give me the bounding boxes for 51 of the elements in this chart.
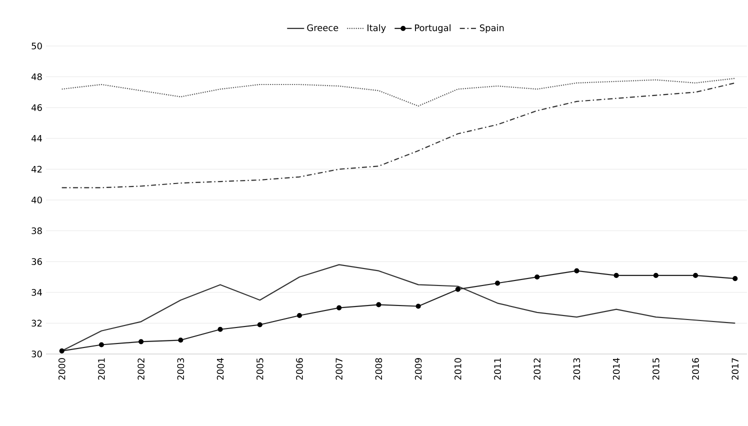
y-tick-label: 50 — [32, 42, 42, 50]
x-tick-label: 2006 — [296, 358, 303, 380]
y-tick-label: 44 — [32, 135, 42, 142]
x-tick-label: 2012 — [534, 358, 540, 380]
x-tick-label: 2016 — [692, 358, 699, 380]
point — [98, 342, 104, 348]
x-tick-label: 2001 — [98, 358, 105, 380]
x-tick-label: 2017 — [732, 358, 739, 380]
y-tick-label: 46 — [32, 104, 42, 111]
x-tick-label: 2008 — [375, 358, 382, 380]
legend-label: Portugal — [415, 24, 450, 33]
y-tick-label: 34 — [32, 289, 42, 296]
x-tick-label: 2000 — [58, 358, 66, 380]
point — [692, 272, 698, 278]
x-tick-label: 2014 — [612, 358, 620, 380]
point — [455, 286, 460, 292]
point — [138, 339, 144, 344]
x-tick-label: 2015 — [652, 358, 660, 380]
point — [534, 274, 540, 280]
y-tick-label: 30 — [32, 350, 42, 358]
point — [732, 276, 738, 282]
y-tick-label: 32 — [32, 320, 42, 327]
x-tick-label: 2010 — [454, 358, 462, 380]
point — [218, 326, 223, 332]
x-tick-label: 2009 — [414, 358, 422, 380]
point — [653, 272, 658, 278]
line-series — [61, 82, 736, 188]
legend-label: Italy — [368, 24, 386, 33]
legend-label: Spain — [480, 24, 504, 33]
legend-label: Greece — [307, 24, 338, 32]
y-tick-label: 48 — [32, 73, 42, 80]
x-tick-label: 2005 — [256, 358, 264, 380]
y-tick-label: 36 — [32, 258, 42, 265]
point — [376, 302, 382, 308]
x-tick-label: 2004 — [216, 358, 224, 380]
point — [574, 268, 580, 274]
x-tick-label: 2007 — [336, 358, 342, 380]
y-tick-label: 40 — [32, 196, 42, 204]
x-tick-label: 2011 — [494, 358, 501, 380]
point — [416, 304, 421, 309]
y-tick-label: 38 — [32, 227, 42, 234]
x-tick-label: 2003 — [177, 358, 184, 380]
point — [296, 312, 302, 318]
x-tick-label: 2013 — [573, 358, 580, 380]
x-tick-label: 2002 — [138, 358, 144, 380]
point — [178, 338, 184, 343]
y-tick-label: 42 — [32, 166, 42, 173]
point — [336, 305, 342, 310]
point — [257, 322, 262, 328]
point — [494, 280, 500, 286]
point — [614, 272, 619, 278]
